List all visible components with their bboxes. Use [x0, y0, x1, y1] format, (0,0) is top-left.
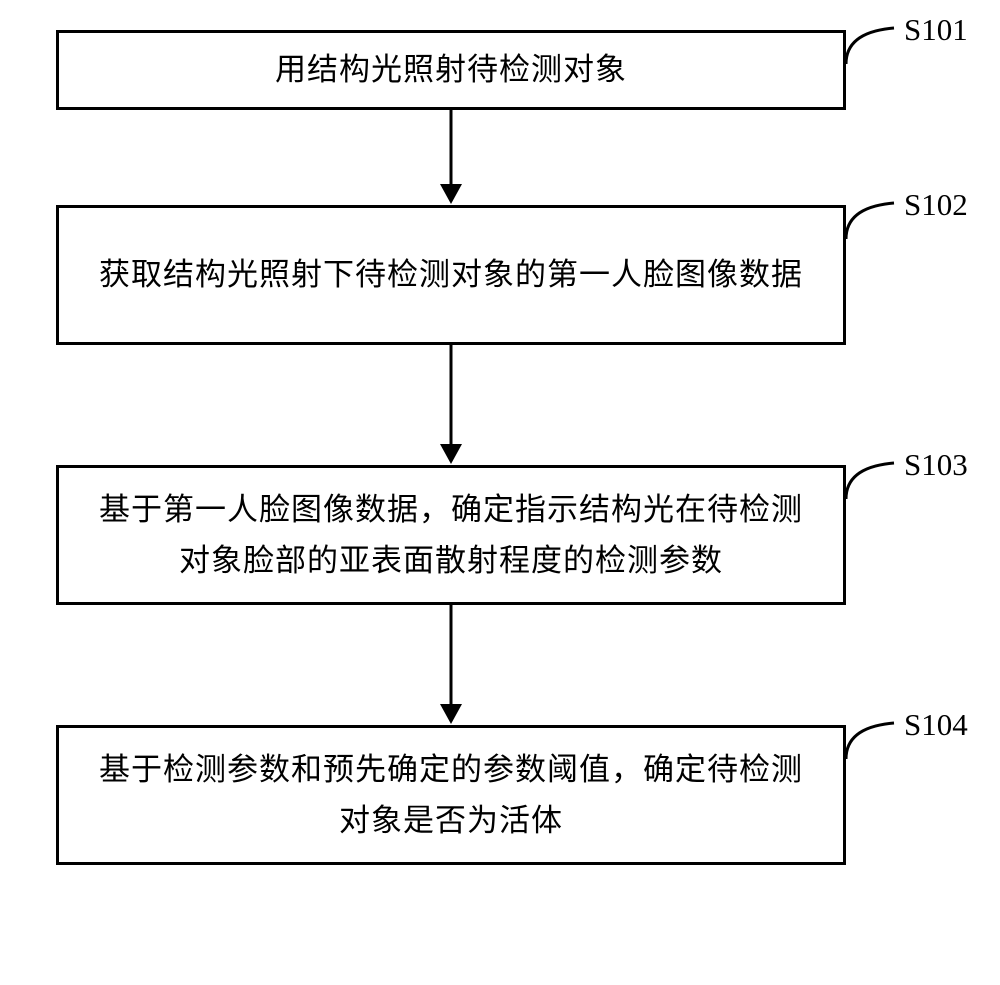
arrow-1-head	[440, 184, 462, 204]
arrow-2-line	[450, 345, 453, 445]
arrow-1-line	[450, 110, 453, 185]
step-4-group: 基于检测参数和预先确定的参数阈值，确定待检测对象是否为活体 S104	[56, 725, 846, 865]
step-3-box: 基于第一人脸图像数据，确定指示结构光在待检测对象脸部的亚表面散射程度的检测参数	[56, 465, 846, 605]
step-3-text: 基于第一人脸图像数据，确定指示结构光在待检测对象脸部的亚表面散射程度的检测参数	[89, 484, 813, 586]
step-1-bracket	[844, 26, 904, 66]
step-4-text: 基于检测参数和预先确定的参数阈值，确定待检测对象是否为活体	[89, 744, 813, 846]
step-3-group: 基于第一人脸图像数据，确定指示结构光在待检测对象脸部的亚表面散射程度的检测参数 …	[56, 465, 846, 605]
arrow-3-line	[450, 605, 453, 705]
step-2-text: 获取结构光照射下待检测对象的第一人脸图像数据	[99, 249, 803, 300]
arrow-2-head	[440, 444, 462, 464]
step-1-text: 用结构光照射待检测对象	[275, 44, 627, 95]
step-2-bracket	[844, 201, 904, 241]
step-1-box: 用结构光照射待检测对象	[56, 30, 846, 110]
step-3-label: S103	[904, 447, 968, 483]
step-1-group: 用结构光照射待检测对象 S101	[56, 30, 846, 110]
step-4-box: 基于检测参数和预先确定的参数阈值，确定待检测对象是否为活体	[56, 725, 846, 865]
step-2-box: 获取结构光照射下待检测对象的第一人脸图像数据	[56, 205, 846, 345]
step-3-bracket	[844, 461, 904, 501]
arrow-2	[56, 345, 846, 465]
arrow-3-head	[440, 704, 462, 724]
step-4-label: S104	[904, 707, 968, 743]
arrow-1	[56, 110, 846, 205]
step-1-label: S101	[904, 12, 968, 48]
step-4-bracket	[844, 721, 904, 761]
arrow-3	[56, 605, 846, 725]
step-2-label: S102	[904, 187, 968, 223]
step-2-group: 获取结构光照射下待检测对象的第一人脸图像数据 S102	[56, 205, 846, 345]
